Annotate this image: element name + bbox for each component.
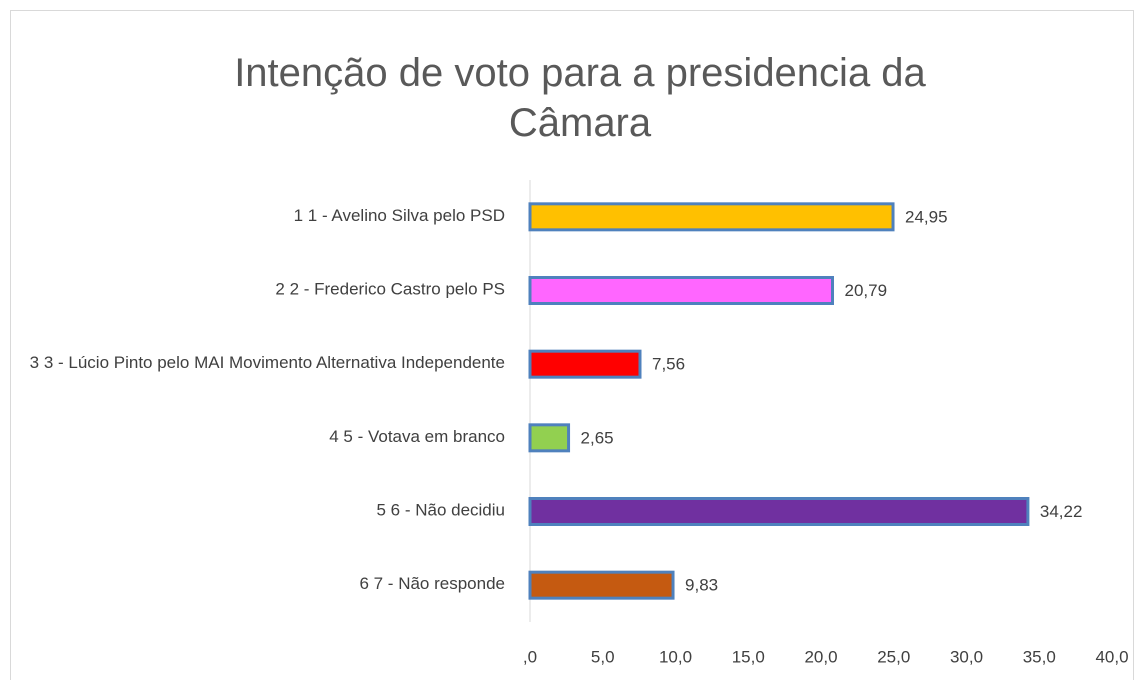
bar [528, 570, 675, 600]
data-label: 7,56 [652, 355, 685, 374]
bar [528, 202, 895, 232]
x-tick-label: 10,0 [659, 647, 692, 666]
bar [528, 423, 571, 453]
y-tick-label: 5 6 - Não decidiu [376, 501, 505, 520]
bar [528, 349, 642, 379]
chart-title: Intenção de voto para a presidencia da Câ… [234, 51, 926, 145]
y-tick-label: 1 1 - Avelino Silva pelo PSD [294, 206, 505, 225]
chart-border [10, 10, 1134, 680]
x-tick-label: 20,0 [804, 647, 837, 666]
y-tick-label: 2 2 - Frederico Castro pelo PS [275, 280, 505, 299]
x-tick-label: 35,0 [1023, 647, 1056, 666]
data-label: 2,65 [581, 428, 614, 447]
x-tick-label: 25,0 [877, 647, 910, 666]
bar [528, 276, 834, 305]
bar [528, 497, 1030, 526]
x-tick-label: ,0 [523, 647, 537, 666]
x-tick-label: 30,0 [950, 647, 983, 666]
y-tick-label: 4 5 - Votava em branco [329, 427, 505, 446]
data-label: 20,79 [844, 281, 887, 300]
data-label: 9,83 [685, 576, 718, 595]
y-tick-label: 3 3 - Lúcio Pinto pelo MAI Movimento Alt… [30, 354, 505, 373]
x-tick-label: 15,0 [732, 647, 765, 666]
y-tick-label: 6 7 - Não responde [359, 575, 505, 594]
x-tick-label: 5,0 [591, 647, 615, 666]
data-label: 24,95 [905, 207, 948, 226]
data-label: 34,22 [1040, 502, 1083, 521]
x-tick-label: 40,0 [1095, 647, 1128, 666]
